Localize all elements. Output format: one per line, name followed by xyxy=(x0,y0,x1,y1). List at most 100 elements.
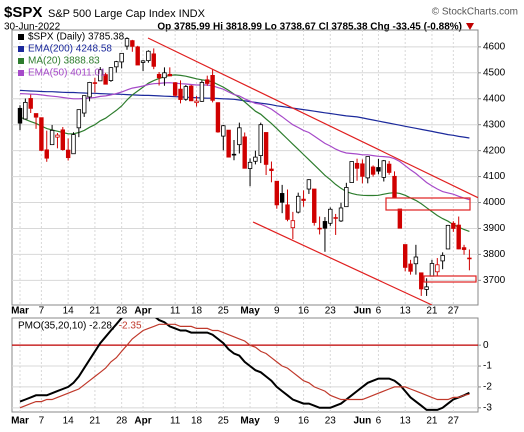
candle-body xyxy=(205,79,210,84)
x-tick-label: May xyxy=(240,306,260,317)
candle-body xyxy=(312,188,317,223)
x-tick-label: 28 xyxy=(116,416,128,427)
chart-title: $SPX xyxy=(4,4,42,21)
candle-body xyxy=(135,46,140,66)
candle-body xyxy=(146,50,151,62)
candle-body xyxy=(65,149,71,159)
x-tick-label: 16 xyxy=(298,416,310,427)
candle-body xyxy=(92,82,98,84)
candle-body xyxy=(263,132,269,165)
candle-body xyxy=(49,130,55,146)
candle-body xyxy=(23,101,28,120)
candle-body xyxy=(408,263,413,272)
candle-body xyxy=(429,263,435,277)
x-tick-label: 21 xyxy=(426,416,438,427)
candle-body xyxy=(242,136,247,169)
y-tick-label: 4300 xyxy=(483,119,506,130)
down-arrow xyxy=(466,23,474,30)
candle-body xyxy=(397,208,403,229)
candles xyxy=(17,37,472,296)
line-series xyxy=(19,82,470,201)
plot-layer: Mar 7 14 21 28 Apr 11 18 25 May 9 16 23 Jun 6 13 21 27 370… xyxy=(11,30,506,427)
x-tick-label: 28 xyxy=(116,306,128,317)
candle-body xyxy=(194,100,199,104)
candle-body xyxy=(124,38,130,47)
x-tick-label: 7 xyxy=(39,306,45,317)
legend-swatch xyxy=(18,58,24,64)
candle-body xyxy=(274,180,279,206)
line-series xyxy=(19,89,470,139)
candle-body xyxy=(269,168,274,172)
x-tick-label: Mar xyxy=(11,306,29,317)
candle-body xyxy=(247,161,253,169)
x-tick-label: Apr xyxy=(134,416,151,427)
candle-body xyxy=(253,156,258,162)
candle-body xyxy=(55,134,60,138)
y-tick-label: 4200 xyxy=(483,145,506,156)
candle-body xyxy=(349,161,354,183)
y-tick-label: 3700 xyxy=(483,275,506,286)
candle-body xyxy=(178,88,183,100)
x-tick-label: 11 xyxy=(170,416,181,427)
candle-body xyxy=(258,124,263,156)
candle-body xyxy=(87,82,92,98)
date: 30-Jun-2022 xyxy=(4,22,61,33)
candle-body xyxy=(344,187,349,208)
candle-body xyxy=(440,255,445,262)
x-tick-label: 6 xyxy=(376,306,382,317)
candle-body xyxy=(156,73,162,79)
candle-body xyxy=(130,40,135,47)
candle-body xyxy=(39,117,44,151)
candle-body xyxy=(338,207,344,222)
candle-body xyxy=(76,109,82,129)
x-tick-label: 23 xyxy=(325,416,337,427)
x-tick-label: Jun xyxy=(354,416,372,427)
x-tick-label: 16 xyxy=(298,306,310,317)
candle-body xyxy=(172,82,178,96)
candle-body xyxy=(370,166,376,175)
candle-body xyxy=(231,153,237,156)
x-tick-label: 13 xyxy=(400,416,412,427)
y-tick-label: 4100 xyxy=(483,171,506,182)
candle-body xyxy=(17,107,23,124)
candle-body xyxy=(98,69,103,82)
candle-body xyxy=(392,175,397,199)
series-group xyxy=(19,318,470,411)
x-tick-label: 23 xyxy=(325,306,337,317)
trend-line xyxy=(147,37,478,199)
candle-body xyxy=(322,221,328,229)
y-tick-label: 3900 xyxy=(483,223,506,234)
candle-body xyxy=(317,227,322,230)
x-tick-label: 27 xyxy=(448,416,460,427)
candle-body xyxy=(215,102,221,133)
trend-line xyxy=(252,221,433,305)
candle-body xyxy=(451,222,456,229)
candle-body xyxy=(376,167,381,172)
source: © StockCharts.com xyxy=(432,7,518,18)
candle-body xyxy=(33,113,39,118)
candle-body xyxy=(210,75,215,101)
candle-body xyxy=(279,193,285,203)
legend-label: PMO(35,20,10) -2.28, xyxy=(18,321,115,332)
candle-body xyxy=(71,134,76,155)
candle-body xyxy=(424,286,429,290)
pmo-panel xyxy=(11,317,479,413)
x-tick-label: 6 xyxy=(376,416,382,427)
annotations xyxy=(147,37,478,305)
candle-body xyxy=(445,224,451,250)
x-tick-label: 27 xyxy=(448,306,460,317)
x-tick-label: 18 xyxy=(191,306,203,317)
y-tick-label: -3 xyxy=(483,402,492,413)
candle-body xyxy=(360,163,365,177)
y-tick-label: -1 xyxy=(483,361,492,372)
y-tick-label: 4400 xyxy=(483,93,506,104)
candle-body xyxy=(402,244,408,268)
candle-body xyxy=(413,256,419,265)
candle-body xyxy=(221,125,226,137)
candle-body xyxy=(28,98,33,109)
legend-label: MA(20) 3888.83 xyxy=(28,56,100,67)
candle-body xyxy=(365,156,370,179)
x-tick-label: 14 xyxy=(63,416,75,427)
candle-body xyxy=(226,129,231,158)
